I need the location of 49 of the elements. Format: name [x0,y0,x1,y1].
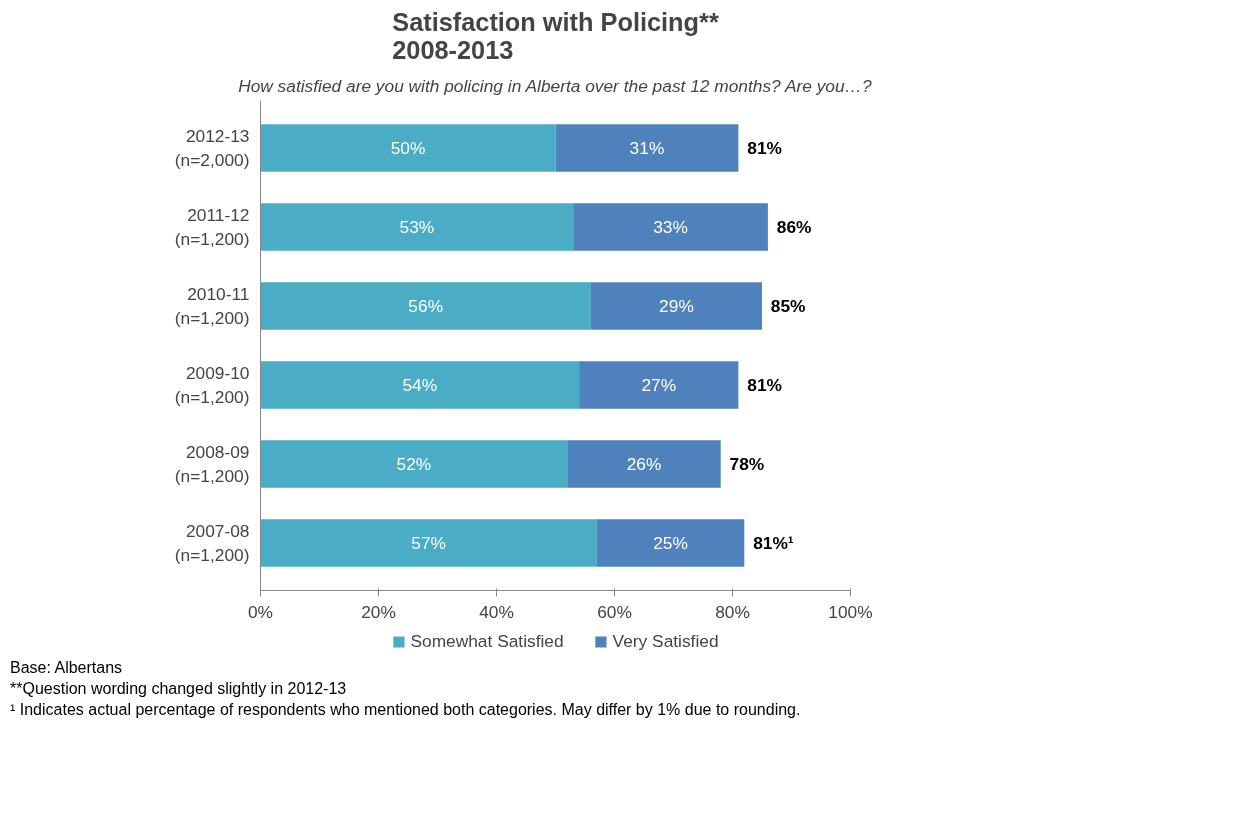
bar [596,519,745,567]
x-tick-label: 20% [361,601,396,622]
data-label: 54% [402,375,438,396]
bar [260,124,556,172]
legend-label: Somewhat Satisfied [410,630,564,652]
x-tick-label: 80% [715,601,750,622]
y-tick-label: 2008-09 (n=1,200) [174,442,250,487]
total-label: 81%¹ [753,533,794,554]
y-tick-label: 2009-10 (n=1,200) [174,363,250,408]
x-tick-label: 60% [597,601,632,622]
bar [567,440,721,488]
data-label: 50% [390,137,426,158]
text: **Question wording changed slightly in 2012-13 [10,679,347,697]
chart-subtitle: How satisfied are you with policing in Alberta over the past 12 months? Are you…? [238,75,872,96]
x-tick-label: 100% [828,601,873,622]
bar [573,203,768,251]
bar [260,282,591,330]
legend-label: Very Satisfied [612,630,719,652]
bar [260,519,597,567]
data-label: 57% [411,533,446,554]
data-label: 31% [629,137,665,158]
bar [579,361,739,409]
text: Base: Albertans [10,659,123,676]
bar [590,282,762,330]
y-tick-label: 2007-08 (n=1,200) [174,521,250,566]
text: ¹ Indicates actual percentage of respondents who mentioned both categories. May differ by 1% due to rounding. [10,700,801,718]
data-label: 33% [653,216,688,237]
data-label: 56% [408,295,444,316]
data-label: 25% [653,533,688,554]
chart-title: Satisfaction with Policing** 2008-2013 [392,7,719,64]
data-label: 29% [659,295,694,316]
total-label: 81% [747,375,782,396]
data-label: 26% [626,454,662,475]
bar [555,124,739,172]
bar [260,440,568,488]
y-tick-label: 2012-13 (n=2,000) [174,125,250,170]
bar [260,361,580,409]
total-label: 85% [770,295,806,316]
x-tick-label: 0% [247,601,274,622]
total-label: 81% [747,137,782,158]
total-label: 86% [776,216,812,237]
y-tick-label: 2010-11 (n=1,200) [174,283,250,328]
data-label: 27% [641,375,677,396]
data-label: 52% [396,454,432,475]
y-tick-label: 2011-12 (n=1,200) [174,204,250,249]
x-tick-label: 40% [479,601,514,622]
data-label: 53% [399,216,435,237]
total-label: 78% [729,454,765,475]
bar [260,203,574,251]
